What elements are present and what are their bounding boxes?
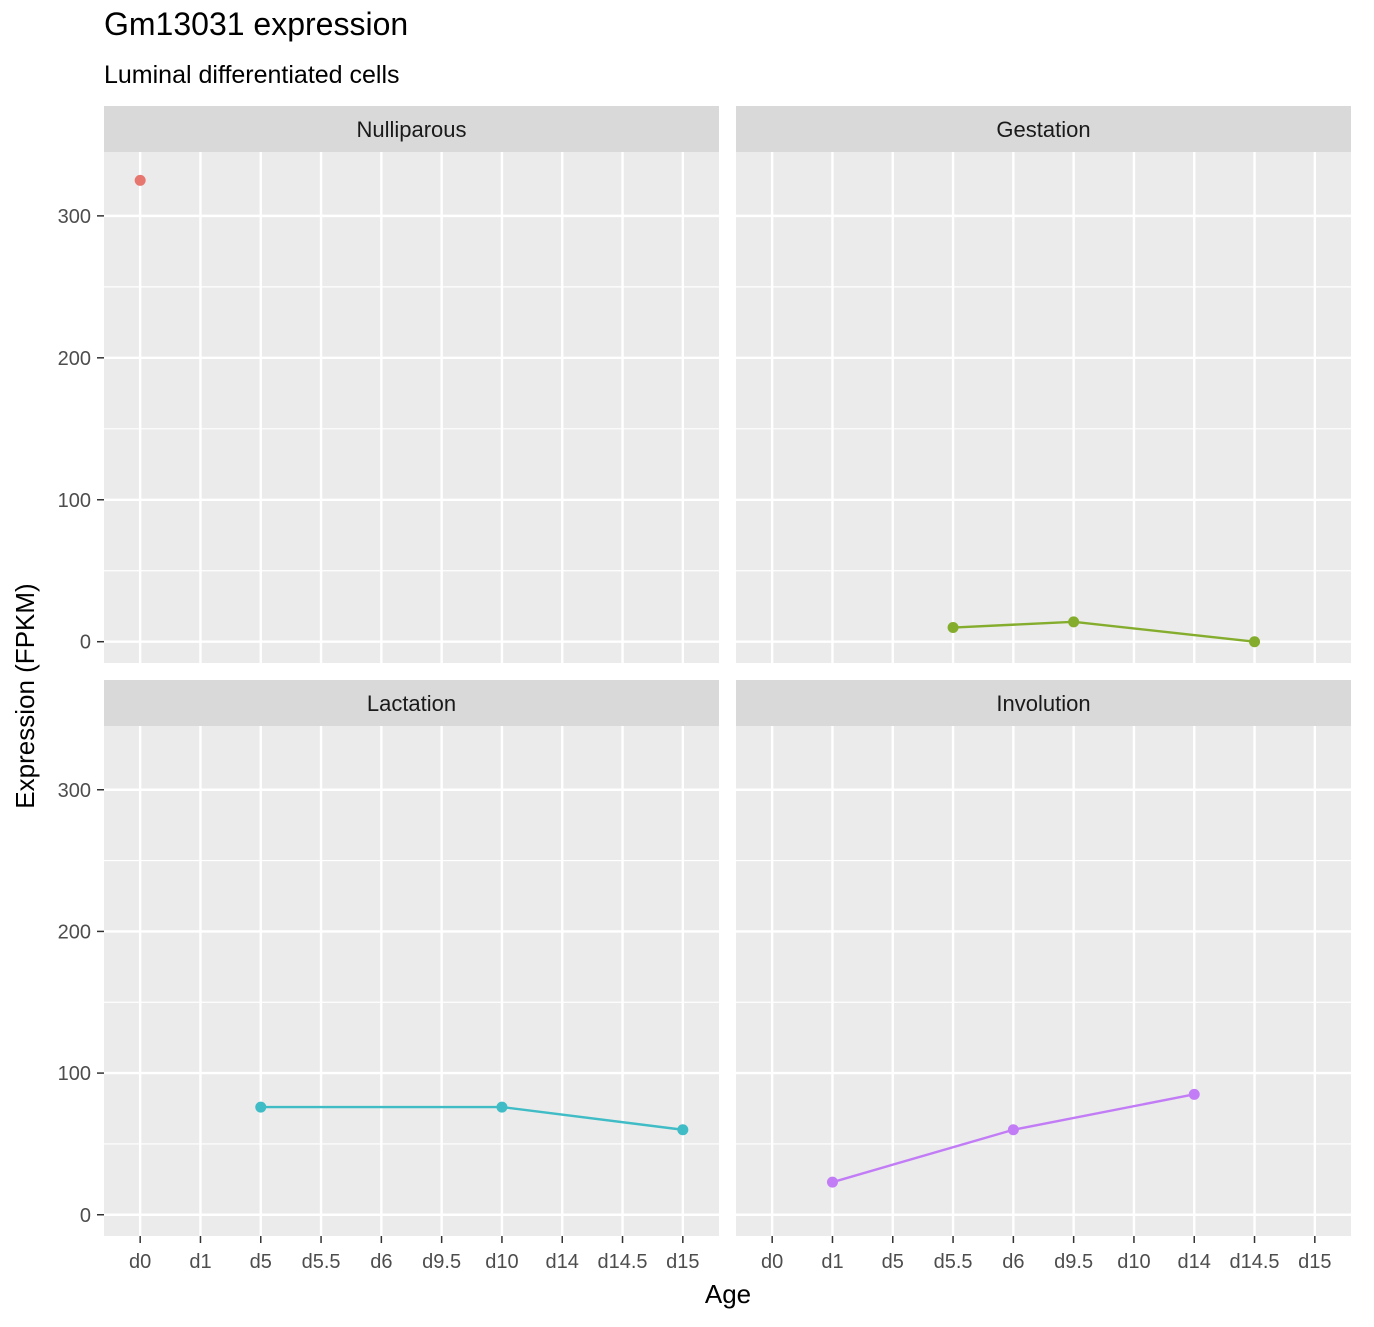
x-tick-label: d6 [370,1251,392,1273]
x-tick-label: d1 [189,1251,211,1273]
y-tick-label: 300 [58,780,91,802]
facet-strip-label: Nulliparous [356,117,466,142]
data-point [255,1101,267,1113]
x-tick-label: d15 [1298,1251,1331,1273]
data-point [1188,1088,1200,1100]
data-point [134,174,146,186]
facet-panel: Nulliparous 0 100 200 300 [58,106,719,663]
panel-background [736,152,1351,663]
data-point [1007,1124,1019,1136]
x-tick-label: d0 [129,1251,151,1273]
x-tick-label: d6 [1002,1251,1024,1273]
x-tick-label: d15 [666,1251,699,1273]
x-tick-label: d14.5 [1229,1251,1279,1273]
panel-background [104,726,719,1236]
x-tick-label: d14 [546,1251,579,1273]
data-point [826,1176,838,1188]
y-tick-label: 100 [58,490,91,512]
y-tick-label: 0 [80,1205,91,1227]
y-tick-label: 0 [80,632,91,654]
x-tick-label: d0 [761,1251,783,1273]
x-tick-label: d5.5 [934,1251,973,1273]
facet-strip [104,106,719,152]
x-tick-label: d10 [485,1251,518,1273]
data-point [1249,636,1261,648]
x-tick-label: d14 [1178,1251,1211,1273]
facet-panel: Lactation 0 100 200 300 d0 d1 d5 d5.5 d6 d9.5 d10 d1… [58,680,719,1273]
facet-panel: Involution d0 d1 d5 d5.5 d6 d9.5 d10 d14 d14.5 d15 [736,680,1351,1273]
x-tick-label: d9.5 [422,1251,461,1273]
x-tick-label: d10 [1117,1251,1150,1273]
y-axis-label: Expression (FPKM) [10,583,40,808]
facet-strip [736,680,1351,726]
facet-panel: Gestation [736,106,1351,663]
y-tick-label: 300 [58,206,91,228]
y-tick-label: 200 [58,921,91,943]
data-point [947,622,959,634]
facet-strip-label: Lactation [367,691,456,716]
data-point [496,1101,508,1113]
x-tick-label: d5 [882,1251,904,1273]
panel-background [736,726,1351,1236]
x-tick-label: d9.5 [1054,1251,1093,1273]
facet-panels: Nulliparous 0 100 200 300 Gestation Lactation 0… [58,106,1351,1273]
facet-strip-label: Gestation [996,117,1090,142]
y-tick-label: 100 [58,1063,91,1085]
chart-subtitle: Luminal differentiated cells [104,61,400,89]
x-tick-label: d5.5 [302,1251,341,1273]
x-tick-label: d14.5 [597,1251,647,1273]
x-tick-label: d5 [250,1251,272,1273]
y-tick-label: 200 [58,348,91,370]
data-point [1068,616,1080,628]
facet-strip-label: Involution [996,691,1090,716]
facet-strip [104,680,719,726]
facet-strip [736,106,1351,152]
chart-title: Gm13031 expression [104,6,408,42]
panel-background [104,152,719,663]
data-point [677,1124,689,1136]
x-axis-label: Age [705,1279,751,1309]
x-tick-label: d1 [821,1251,843,1273]
